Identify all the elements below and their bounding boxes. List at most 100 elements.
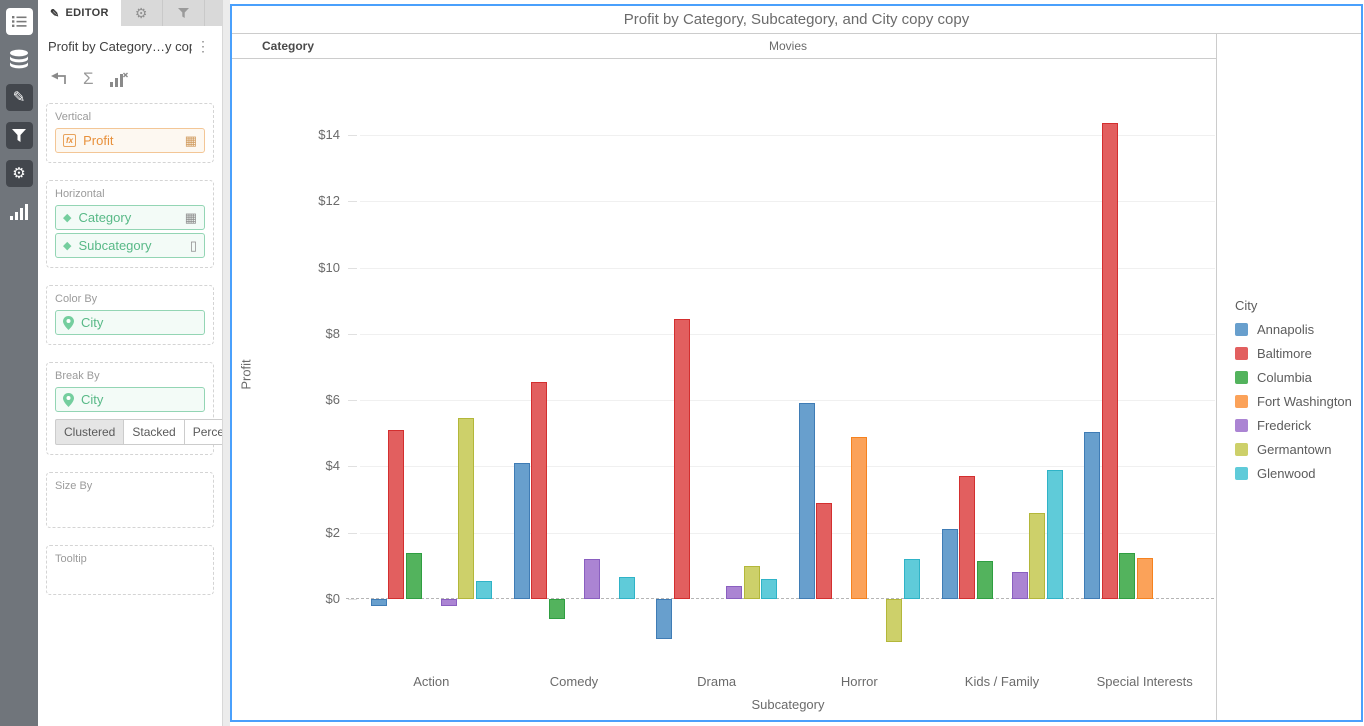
table-icon[interactable]: ▦ xyxy=(184,210,197,225)
table-icon[interactable]: ▯ xyxy=(189,238,197,253)
edit-button[interactable]: ✎ xyxy=(5,84,33,111)
gridline xyxy=(360,201,1215,203)
category-header-value: Movies xyxy=(768,39,807,53)
section-vertical: Vertical fx Profit ▦ xyxy=(46,103,214,163)
y-tick-label: $0 xyxy=(325,591,340,606)
x-axis-label: Comedy xyxy=(549,674,599,689)
bar-annapolis-comedy[interactable] xyxy=(513,463,530,599)
funnel-icon xyxy=(177,8,189,18)
break-by-field-city[interactable]: City xyxy=(55,387,205,412)
section-tooltip[interactable]: Tooltip xyxy=(46,545,214,595)
bar-glenwood-drama[interactable] xyxy=(761,579,778,599)
y-tickmark xyxy=(348,400,357,402)
category-header-row: Category Movies xyxy=(232,34,1216,59)
legend-swatch xyxy=(1235,467,1248,480)
bar-annapolis-action[interactable] xyxy=(370,599,387,606)
bar-glenwood-action[interactable] xyxy=(475,580,492,599)
side-nav: ✎ ⚙ xyxy=(0,0,38,726)
mode-clustered-button[interactable]: Clustered xyxy=(55,419,125,445)
legend-item-glenwood[interactable]: Glenwood xyxy=(1235,466,1361,481)
horizontal-field-category[interactable]: ◆ Category ▦ xyxy=(55,205,205,230)
filter-button[interactable] xyxy=(5,122,33,149)
section-label: Tooltip xyxy=(55,553,87,565)
color-by-field-city[interactable]: City xyxy=(55,310,205,335)
editor-sections: Vertical fx Profit ▦ Horizontal ◆ Catego… xyxy=(38,101,222,612)
legend-label: Baltimore xyxy=(1257,346,1312,361)
bar-glenwood-horror[interactable] xyxy=(903,559,920,599)
table-icon[interactable]: ▦ xyxy=(184,133,197,148)
bar-annapolis-kids-family[interactable] xyxy=(941,529,958,599)
bar-germantown-horror[interactable] xyxy=(886,599,903,643)
x-axis-title: Subcategory xyxy=(751,697,825,712)
tab-editor[interactable]: ✎ EDITOR xyxy=(38,0,121,26)
sigma-icon[interactable]: Σ xyxy=(83,69,94,88)
legend-label: Annapolis xyxy=(1257,322,1315,337)
y-tick-label: $6 xyxy=(325,392,340,408)
y-tickmark xyxy=(348,135,357,137)
legend-item-fort-washington[interactable]: Fort Washington xyxy=(1235,394,1361,409)
bar-baltimore-action[interactable] xyxy=(388,429,405,599)
tab-filters[interactable] xyxy=(163,0,205,26)
editor-scrollbar[interactable] xyxy=(222,0,230,726)
bar-baltimore-drama[interactable] xyxy=(673,318,690,599)
bar-columbia-action[interactable] xyxy=(405,552,422,599)
horizontal-field-subcategory[interactable]: ◆ Subcategory ▯ xyxy=(55,233,205,258)
mode-percent-button[interactable]: Percent xyxy=(184,419,222,445)
bar-baltimore-horror[interactable] xyxy=(816,502,833,599)
y-tickmark xyxy=(348,267,357,269)
tab-strip-filler xyxy=(205,0,222,26)
y-tickmark xyxy=(348,532,357,534)
y-tick-label: $4 xyxy=(325,458,340,474)
gear-icon: ⚙ xyxy=(12,165,26,182)
mode-stacked-button[interactable]: Stacked xyxy=(124,419,185,445)
settings-button[interactable]: ⚙ xyxy=(5,160,33,187)
field-label: Subcategory xyxy=(78,238,152,253)
pivot-icon[interactable] xyxy=(50,72,67,86)
bar-frederick-kids-family[interactable] xyxy=(1011,572,1028,599)
chart-widget[interactable]: Profit by Category, Subcategory, and Cit… xyxy=(230,4,1363,722)
bar-annapolis-drama[interactable] xyxy=(656,599,673,639)
legend-panel: City Annapolis Baltimore Columbia Fort Wash… xyxy=(1216,34,1361,720)
section-label: Horizontal xyxy=(55,188,105,200)
tab-editor-label: EDITOR xyxy=(65,7,109,19)
tab-settings[interactable]: ⚙ xyxy=(121,0,163,26)
gridline xyxy=(360,135,1215,137)
legend-item-germantown[interactable]: Germantown xyxy=(1235,442,1361,457)
bar-germantown-kids-family[interactable] xyxy=(1029,512,1045,599)
legend-item-baltimore[interactable]: Baltimore xyxy=(1235,346,1361,361)
bar-baltimore-special-interests[interactable] xyxy=(1101,123,1118,599)
data-sources-button[interactable] xyxy=(6,46,33,73)
zero-baseline xyxy=(346,598,1214,599)
bar-frederick-comedy[interactable] xyxy=(583,559,600,599)
section-size-by[interactable]: Size By xyxy=(46,472,214,528)
bar-germantown-drama[interactable] xyxy=(743,565,760,599)
bar-glenwood-comedy[interactable] xyxy=(618,577,635,599)
bar-columbia-kids-family[interactable] xyxy=(976,560,993,599)
widget-list-button[interactable] xyxy=(5,8,33,35)
bar-annapolis-horror[interactable] xyxy=(798,403,815,599)
legend-item-frederick[interactable]: Frederick xyxy=(1235,418,1361,433)
chart-types-button[interactable] xyxy=(6,198,33,225)
bar-annapolis-special-interests[interactable] xyxy=(1084,431,1101,599)
y-tickmark xyxy=(348,201,357,203)
bar-germantown-action[interactable] xyxy=(458,418,475,599)
bar-fort-washington-special-interests[interactable] xyxy=(1136,557,1153,599)
legend-item-annapolis[interactable]: Annapolis xyxy=(1235,322,1361,337)
y-tickmark xyxy=(348,333,357,335)
pin-icon xyxy=(63,392,74,407)
field-label: City xyxy=(81,315,104,330)
bar-frederick-drama[interactable] xyxy=(726,585,743,599)
bar-columbia-comedy[interactable] xyxy=(548,599,565,619)
kebab-menu-icon[interactable]: ⋮ xyxy=(196,38,210,54)
bar-frederick-action[interactable] xyxy=(440,599,457,606)
chart-metric-icon[interactable] xyxy=(109,72,128,87)
bar-baltimore-comedy[interactable] xyxy=(531,381,547,599)
bar-baltimore-kids-family[interactable] xyxy=(959,476,975,599)
widget-title: Profit by Category…y copy xyxy=(48,39,192,54)
bar-fort-washington-horror[interactable] xyxy=(851,436,868,599)
pin-icon xyxy=(63,315,74,330)
legend-item-columbia[interactable]: Columbia xyxy=(1235,370,1361,385)
bar-columbia-special-interests[interactable] xyxy=(1119,552,1136,599)
vertical-field-profit[interactable]: fx Profit ▦ xyxy=(55,128,205,153)
bar-glenwood-kids-family[interactable] xyxy=(1046,469,1063,599)
